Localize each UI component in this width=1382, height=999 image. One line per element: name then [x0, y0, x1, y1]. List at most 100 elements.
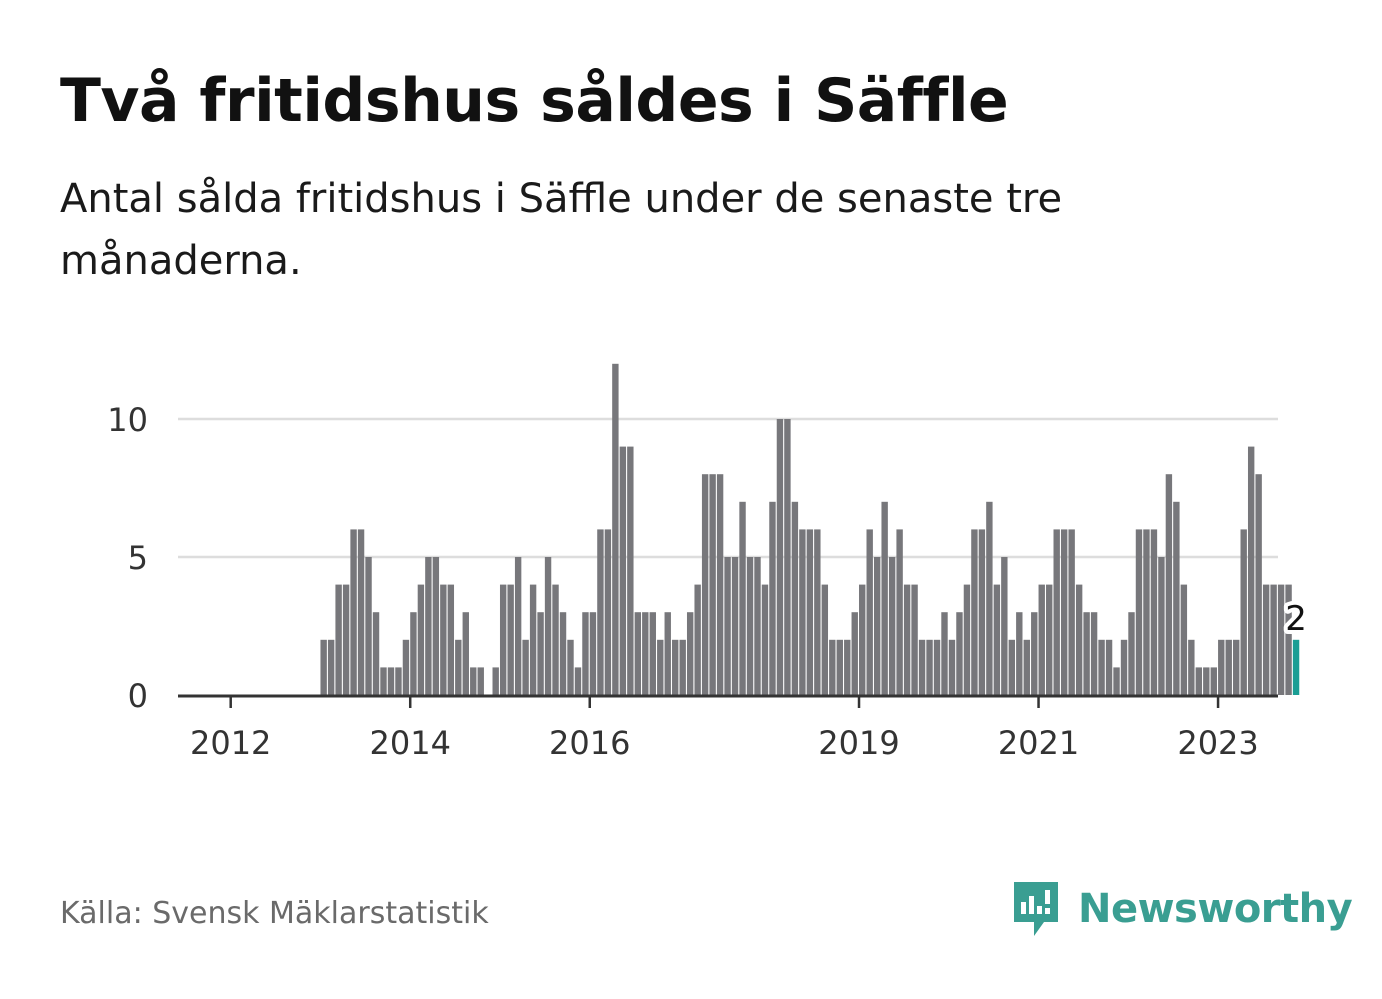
bar: [993, 584, 1001, 695]
bar: [1001, 557, 1008, 695]
bar: [746, 557, 754, 695]
bar: [821, 584, 829, 695]
bar: [1262, 584, 1270, 695]
chart-axes: [178, 694, 1278, 708]
bar: [776, 419, 784, 695]
bar: [1270, 584, 1277, 695]
bar: [507, 584, 514, 695]
bar: [627, 446, 634, 695]
bar: [664, 612, 671, 695]
bar: [447, 584, 455, 695]
page-title: Två fritidshus såldes i Säffle: [60, 66, 1009, 136]
bar: [769, 501, 776, 695]
bar: [612, 363, 619, 695]
bar: [956, 612, 963, 695]
bar: [529, 584, 537, 695]
bar: [335, 584, 342, 695]
bar: [1255, 474, 1262, 695]
bar: [679, 639, 686, 695]
bar: [694, 584, 701, 695]
bar: [1188, 639, 1195, 695]
bar: [1135, 529, 1143, 695]
bar: [1225, 639, 1232, 695]
y-tick-label: 10: [107, 401, 148, 439]
bar: [963, 584, 971, 695]
bar: [829, 639, 836, 695]
bar: [589, 612, 597, 695]
bar: [1068, 529, 1075, 695]
bar: [619, 446, 627, 695]
bar: [604, 529, 612, 695]
bar: [432, 557, 440, 695]
bar: [701, 474, 709, 695]
bar: [1098, 639, 1105, 695]
bar: [1180, 584, 1188, 695]
bar: [1277, 584, 1285, 695]
bar: [522, 639, 529, 695]
brand-logo: Newsworthy: [1010, 878, 1353, 940]
bar: [582, 612, 589, 695]
bar: [888, 557, 896, 695]
bar: [470, 667, 477, 695]
bar: [574, 667, 582, 695]
bar: [455, 639, 462, 695]
bar: [814, 529, 821, 695]
bar: [896, 529, 903, 695]
bar: [380, 667, 387, 695]
bar: [559, 612, 567, 695]
x-tick-label: 2019: [818, 724, 899, 762]
bar: [492, 667, 499, 695]
bar: [357, 529, 365, 695]
bar: [739, 501, 746, 695]
chart-bars: [320, 363, 1300, 695]
bar: [978, 529, 986, 695]
bar: [844, 639, 851, 695]
bar: [327, 639, 335, 695]
bar: [836, 639, 843, 695]
bar: [1285, 584, 1292, 695]
bar: [709, 474, 716, 695]
bar: [1090, 612, 1098, 695]
bar: [649, 612, 656, 695]
bar-chart: 0 5 10 2012 2014 2016 2019 2021 2023 2: [107, 363, 1307, 762]
bar: [784, 419, 791, 695]
bar: [1203, 667, 1210, 695]
bar: [761, 584, 769, 695]
bar: [1173, 501, 1180, 695]
bar: [948, 639, 956, 695]
bar: [1218, 639, 1225, 695]
bar: [941, 612, 948, 695]
bar: [1008, 639, 1016, 695]
bar: [597, 529, 604, 695]
highlight-bar: [1292, 639, 1300, 695]
bar: [417, 584, 425, 695]
bar: [986, 501, 993, 695]
bar: [544, 557, 552, 695]
x-tick-label: 2012: [190, 724, 271, 762]
bar: [372, 612, 380, 695]
bar: [1128, 612, 1135, 695]
bar: [1158, 557, 1165, 695]
bar: [881, 501, 888, 695]
bar: [1046, 584, 1053, 695]
bar: [1113, 667, 1120, 695]
bar: [387, 667, 395, 695]
bar: [971, 529, 978, 695]
newsworthy-logo-icon: [1014, 882, 1058, 936]
bar: [686, 612, 694, 695]
y-tick-label: 5: [128, 539, 148, 577]
bar: [634, 612, 642, 695]
bar: [462, 612, 469, 695]
source-note: Källa: Svensk Mäklarstatistik: [60, 896, 489, 931]
bar: [933, 639, 941, 695]
bar: [440, 584, 447, 695]
bar: [1165, 474, 1173, 695]
bar: [342, 584, 350, 695]
bar: [642, 612, 649, 695]
bar: [410, 612, 417, 695]
bar: [911, 584, 918, 695]
bar: [672, 639, 679, 695]
bar: [395, 667, 402, 695]
bar: [926, 639, 933, 695]
chart-gridlines: [178, 417, 1278, 559]
